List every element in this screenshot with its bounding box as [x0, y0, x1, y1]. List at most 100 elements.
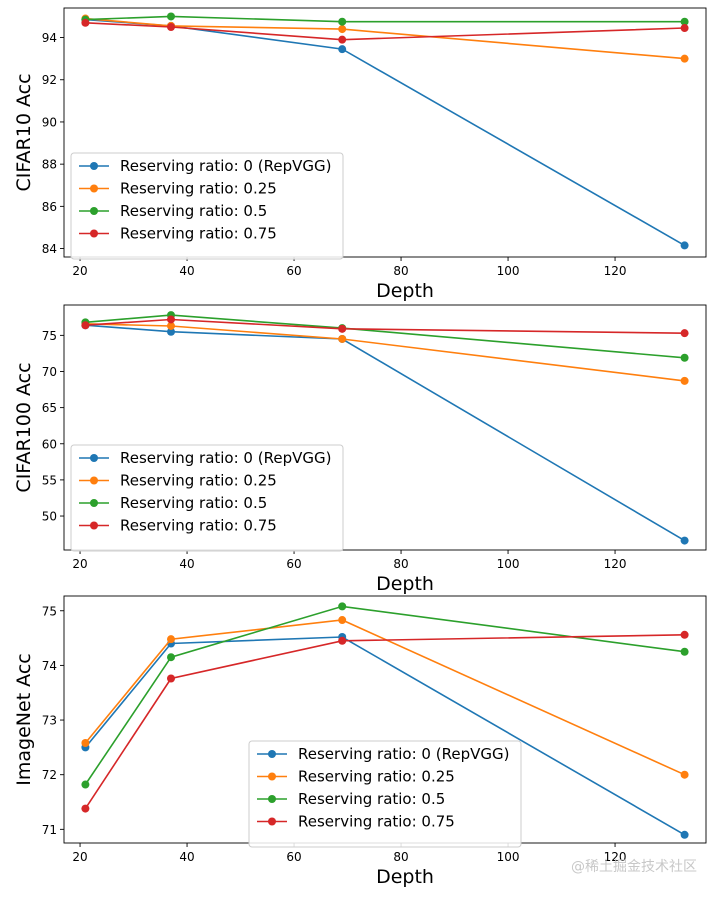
- x-axis-label: Depth: [376, 866, 434, 888]
- y-tick-label: 92: [42, 73, 57, 87]
- series-line-2: [85, 323, 685, 382]
- y-tick-label: 72: [42, 768, 57, 782]
- x-tick-label: 20: [72, 557, 87, 571]
- x-tick-label: 40: [179, 264, 194, 278]
- data-point: [81, 321, 90, 330]
- data-point: [680, 353, 689, 362]
- y-tick-label: 75: [42, 604, 57, 618]
- series-line-4: [85, 318, 685, 334]
- chart-panel-2: 20 40 60 80 100 120 50 55 60 65 70 75 Depth CIFAR100 …: [13, 304, 707, 595]
- data-point: [81, 780, 90, 789]
- y-axis-label: CIFAR10 Acc: [13, 73, 35, 191]
- y-tick-label: 84: [42, 242, 57, 256]
- series-line-2: [84, 619, 685, 776]
- series-line-3: [84, 605, 685, 785]
- data-point: [680, 376, 689, 385]
- legend-label: Reserving ratio: 0.5: [120, 202, 267, 220]
- data-point: [81, 804, 90, 813]
- data-point: [338, 616, 347, 625]
- y-tick-label: 73: [42, 714, 57, 728]
- legend-label: Reserving ratio: 0.25: [120, 472, 277, 490]
- legend-label: Reserving ratio: 0.5: [120, 494, 267, 512]
- data-point: [338, 45, 347, 54]
- series-line-1: [85, 324, 686, 542]
- data-point: [680, 770, 689, 779]
- series-line-3: [85, 15, 685, 23]
- legend-swatch-marker: [90, 229, 98, 238]
- y-tick-label: 88: [42, 158, 57, 172]
- series-line-4: [85, 22, 685, 41]
- legend: Reserving ratio: 0 (RepVGG) Reserving rat…: [70, 444, 344, 552]
- y-tick-label: 60: [42, 437, 57, 451]
- data-point: [167, 653, 175, 662]
- legend-swatch-marker: [268, 817, 276, 826]
- legend-label: Reserving ratio: 0.75: [120, 517, 277, 535]
- data-point: [167, 12, 175, 21]
- x-axis-label: Depth: [376, 280, 434, 302]
- y-tick-label: 70: [42, 365, 57, 379]
- x-tick-label: 120: [604, 557, 627, 571]
- legend: Reserving ratio: 0 (RepVGG) Reserving rat…: [248, 740, 522, 848]
- data-point: [680, 536, 689, 545]
- data-point: [81, 18, 90, 27]
- legend-label: Reserving ratio: 0 (RepVGG): [120, 449, 331, 467]
- legend-swatch-marker: [268, 772, 276, 781]
- y-tick-label: 90: [42, 115, 57, 129]
- x-tick-label: 120: [604, 264, 627, 278]
- y-tick-label: 86: [42, 200, 57, 214]
- series-line-3: [85, 314, 685, 359]
- x-tick-label: 60: [286, 850, 301, 864]
- y-tick-label: 65: [42, 401, 57, 415]
- y-axis-label: ImageNet Acc: [13, 653, 35, 785]
- data-point: [81, 738, 90, 747]
- legend-swatch-marker: [90, 207, 98, 215]
- legend-label: Reserving ratio: 0.25: [120, 180, 277, 198]
- x-tick-label: 100: [497, 264, 520, 278]
- x-tick-label: 60: [286, 264, 301, 278]
- data-point: [680, 17, 689, 26]
- x-tick-label: 80: [393, 264, 408, 278]
- x-tick-label: 80: [393, 557, 408, 571]
- data-point: [680, 830, 689, 839]
- data-point: [338, 334, 347, 343]
- y-axis-label: CIFAR100 Acc: [13, 362, 35, 492]
- series-line-4: [84, 634, 685, 810]
- watermark-text: @稀土掘金技术社区: [571, 859, 697, 875]
- chart-panel-3: 20 40 60 80 100 120 71 72 73 74 75 Depth ImageNet Ac…: [13, 595, 707, 888]
- plot-frame: [63, 304, 707, 551]
- data-point: [338, 17, 347, 26]
- data-point: [338, 35, 347, 44]
- data-point: [338, 602, 347, 611]
- data-point: [680, 54, 689, 63]
- x-tick-label: 60: [286, 557, 301, 571]
- x-axis-label: Depth: [376, 573, 434, 595]
- legend-label: Reserving ratio: 0.5: [298, 790, 445, 808]
- legend-label: Reserving ratio: 0 (RepVGG): [120, 157, 331, 175]
- x-tick-label: 120: [604, 850, 627, 864]
- data-point: [167, 321, 175, 330]
- legend-box: [70, 444, 344, 552]
- plot-frame: [63, 7, 707, 258]
- series-line-2: [85, 17, 685, 60]
- data-point: [338, 636, 347, 645]
- legend: Reserving ratio: 0 (RepVGG) Reserving rat…: [70, 152, 344, 260]
- y-tick-label: 55: [42, 473, 57, 487]
- legend-swatch-marker: [90, 162, 98, 170]
- y-tick-label: 50: [42, 510, 57, 524]
- data-point: [338, 25, 347, 34]
- data-point: [680, 329, 689, 338]
- legend-swatch-marker: [90, 499, 98, 507]
- data-point: [680, 647, 689, 656]
- x-tick-label: 20: [72, 850, 87, 864]
- y-tick-label: 75: [42, 329, 57, 343]
- legend-swatch-marker: [90, 184, 98, 193]
- legend-swatch-marker: [268, 750, 276, 758]
- x-tick-label: 100: [497, 850, 520, 864]
- legend-swatch-marker: [90, 454, 98, 462]
- legend-label: Reserving ratio: 0 (RepVGG): [298, 745, 509, 763]
- legend-swatch-marker: [90, 476, 98, 485]
- chart-panel-1: 20 40 60 80 100 120 84 86 88 90 92 94 Depth CIFAR10 A…: [13, 7, 707, 302]
- data-point: [680, 630, 689, 639]
- legend-label: Reserving ratio: 0.75: [120, 225, 277, 243]
